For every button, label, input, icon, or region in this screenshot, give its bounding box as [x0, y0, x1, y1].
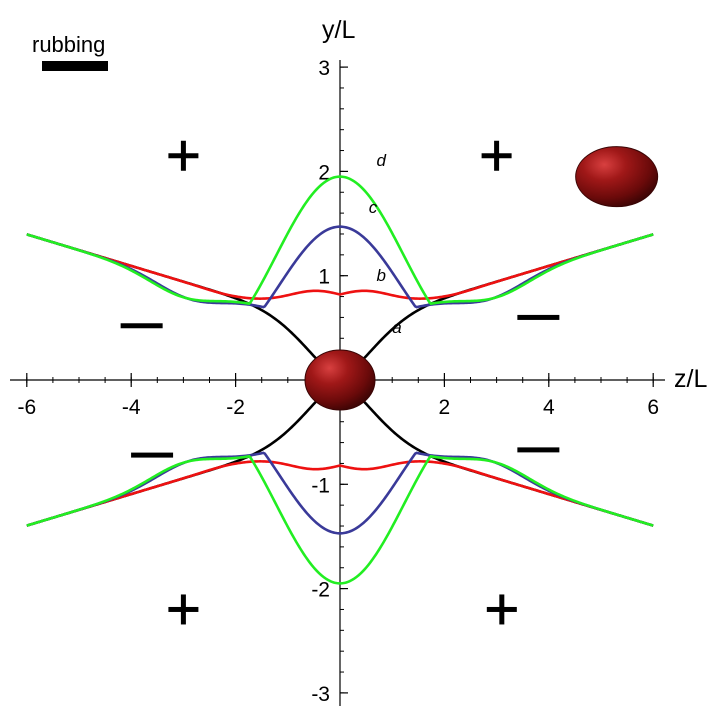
y-tick-label: 3 [318, 57, 330, 80]
x-tick-label: -6 [17, 396, 36, 419]
plus-sign-v [180, 594, 186, 625]
major-ticks [26, 66, 654, 694]
plus-sign-v [499, 594, 505, 625]
minus-sign [517, 447, 560, 453]
curve-b-lower [26, 460, 654, 527]
curve-d-lower [26, 454, 654, 585]
curve-label-a: a [392, 318, 401, 337]
curve-label-d: d [377, 151, 387, 170]
curve-b-upper [26, 233, 654, 300]
tick-labels: -6 -4 -2 2 4 6 -3 -2 -1 1 2 3 [17, 57, 659, 706]
x-axis-label: z/L [674, 365, 707, 393]
x-tick-label: 2 [439, 396, 451, 419]
minus-sign [120, 323, 163, 329]
x-tick-label: -2 [226, 396, 245, 419]
minus-sign [131, 452, 174, 458]
y-tick-label: -2 [311, 579, 330, 602]
particles [304, 146, 659, 411]
y-tick-label: -1 [311, 474, 330, 497]
central-droplet [304, 349, 376, 411]
curve-labels: a b c d [369, 151, 402, 337]
curve-label-b: b [377, 266, 386, 285]
curve-d-upper [26, 175, 654, 306]
curve-label-c: c [369, 198, 378, 217]
y-tick-label: 1 [318, 266, 330, 289]
y-tick-label: 2 [318, 161, 330, 184]
sign-markers [120, 140, 560, 625]
minus-sign [517, 314, 560, 320]
rubbing-bar [42, 61, 108, 71]
plus-sign-v [180, 140, 186, 171]
x-tick-label: -4 [122, 396, 141, 419]
rubbing-indicator: rubbing [32, 32, 108, 71]
far-droplet [575, 146, 659, 208]
y-tick-label: -3 [311, 683, 330, 706]
x-tick-label: 4 [543, 396, 555, 419]
plus-sign-v [494, 140, 500, 171]
rubbing-label: rubbing [32, 32, 105, 57]
y-axis-label: y/L [322, 16, 355, 44]
x-tick-label: 6 [647, 396, 659, 419]
